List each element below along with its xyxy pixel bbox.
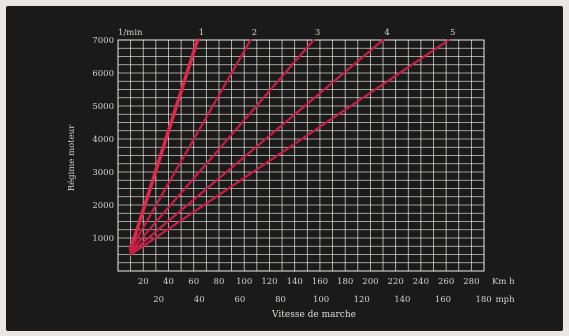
chart-labels: 1 2 3 4 5 1000 2000 3000 4000 5000 6000 7000 20 40 60 8… <box>92 28 515 305</box>
x-tick-label-kmh: 80 <box>214 277 225 287</box>
y-tick-label: 1000 <box>92 234 114 244</box>
y-tick-label: 4000 <box>92 135 114 145</box>
series-line-gear-5 <box>129 38 450 256</box>
series-line-gear-2 <box>129 38 252 251</box>
series-line-gear-3 <box>129 38 315 253</box>
x-tick-label-mph: 160 <box>435 295 451 305</box>
x-tick-label-mph: 140 <box>394 295 410 305</box>
x-tick-label-kmh: 120 <box>261 277 277 287</box>
y-tick-label: 6000 <box>92 69 114 79</box>
x-unit-mph: mph <box>496 295 516 305</box>
x-tick-label-kmh: 260 <box>438 277 454 287</box>
x-tick-label-kmh: 140 <box>287 277 303 287</box>
series-label-gear-4: 4 <box>384 28 389 38</box>
chart-grid <box>117 39 485 272</box>
y-tick-label: 3000 <box>92 168 114 178</box>
x-tick-label-kmh: 40 <box>163 277 174 287</box>
x-tick-label-mph: 40 <box>194 295 205 305</box>
series-label-gear-3: 3 <box>315 28 320 38</box>
x-tick-label-mph: 100 <box>313 295 329 305</box>
x-tick-label-kmh: 220 <box>388 277 404 287</box>
x-tick-label-kmh: 100 <box>236 277 252 287</box>
y-axis-unit: 1/min <box>118 28 143 38</box>
x-tick-label-kmh: 60 <box>188 277 199 287</box>
chart-series <box>128 38 450 256</box>
series-line-gear-1 <box>128 38 200 252</box>
series-label-gear-5: 5 <box>450 28 455 38</box>
series-label-gear-2: 2 <box>252 28 257 38</box>
y-tick-label: 5000 <box>92 102 114 112</box>
x-tick-label-kmh: 180 <box>337 277 353 287</box>
series-line-gear-4 <box>129 38 385 254</box>
y-tick-label: 2000 <box>92 201 114 211</box>
x-axis-title: Vitesse de marche <box>271 310 356 320</box>
y-tick-label: 7000 <box>92 36 114 46</box>
x-unit-kmh: Km h <box>492 277 515 287</box>
x-tick-label-kmh: 20 <box>138 277 149 287</box>
y-axis-title: Régime moteur <box>66 124 77 191</box>
x-tick-label-kmh: 200 <box>362 277 378 287</box>
x-tick-label-mph: 80 <box>275 295 286 305</box>
x-tick-label-kmh: 240 <box>413 277 429 287</box>
x-tick-label-kmh: 160 <box>312 277 328 287</box>
x-tick-label-mph: 180 <box>475 295 491 305</box>
x-tick-label-mph: 120 <box>354 295 370 305</box>
series-label-gear-1: 1 <box>199 28 204 38</box>
x-tick-label-kmh: 280 <box>463 277 479 287</box>
x-tick-label-mph: 60 <box>234 295 245 305</box>
x-tick-label-mph: 20 <box>153 295 164 305</box>
